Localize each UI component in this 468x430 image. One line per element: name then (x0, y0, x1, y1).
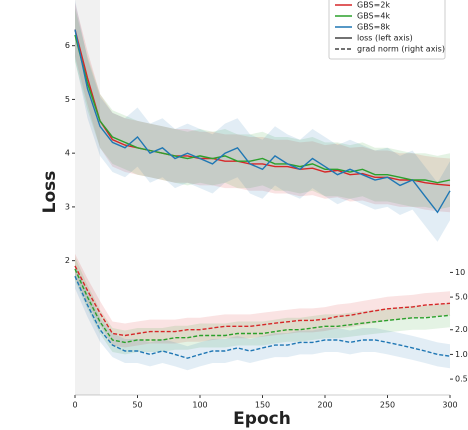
loss-band (75, 0, 450, 242)
x-tick-label: 150 (255, 401, 270, 410)
grad-line (74, 265, 451, 337)
warmup-shade (75, 0, 100, 395)
y2-tick-label: 1.0 (455, 350, 468, 359)
y-tick-label: 5 (65, 95, 70, 104)
legend: GBS=2k GBS=4k GBS=8k loss (left axis) grad n… (328, 0, 446, 60)
x-tick-label: 300 (442, 401, 457, 410)
grad-band (75, 264, 450, 371)
y2-tick-label: 5.0 (455, 293, 468, 302)
loss-band (75, 8, 450, 210)
y-tick-label: 4 (65, 149, 70, 158)
y2-tick-label: 10 (455, 268, 465, 277)
legend-label: GBS=4k (357, 12, 390, 21)
legend-label: GBS=2k (357, 1, 390, 10)
x-tick-label: 50 (132, 401, 142, 410)
y-axis-label: Loss (40, 171, 60, 214)
y-tick-label: 3 (65, 202, 70, 211)
x-tick-label: 0 (72, 401, 77, 410)
x-tick-label: 100 (192, 401, 207, 410)
y-tick-label: 2 (65, 256, 70, 265)
legend-label: grad norm (right axis) (357, 45, 445, 54)
y2-tick-label: 2.0 (455, 325, 468, 334)
grad-line (74, 268, 451, 344)
loss-line (74, 34, 451, 184)
loss-line (74, 29, 451, 214)
grad-band (75, 257, 450, 355)
x-tick-label: 200 (317, 401, 332, 410)
y-tick-label: 6 (65, 41, 70, 50)
x-tick-label: 250 (380, 401, 395, 410)
legend-box (328, 0, 446, 60)
legend-label: loss (left axis) (357, 34, 413, 43)
legend-label: GBS=8k (357, 23, 390, 32)
x-axis-label: Epoch (233, 409, 291, 429)
loss-band (75, 2, 450, 213)
grad-line (74, 275, 451, 359)
y2-tick-label: 0.5 (455, 375, 468, 384)
